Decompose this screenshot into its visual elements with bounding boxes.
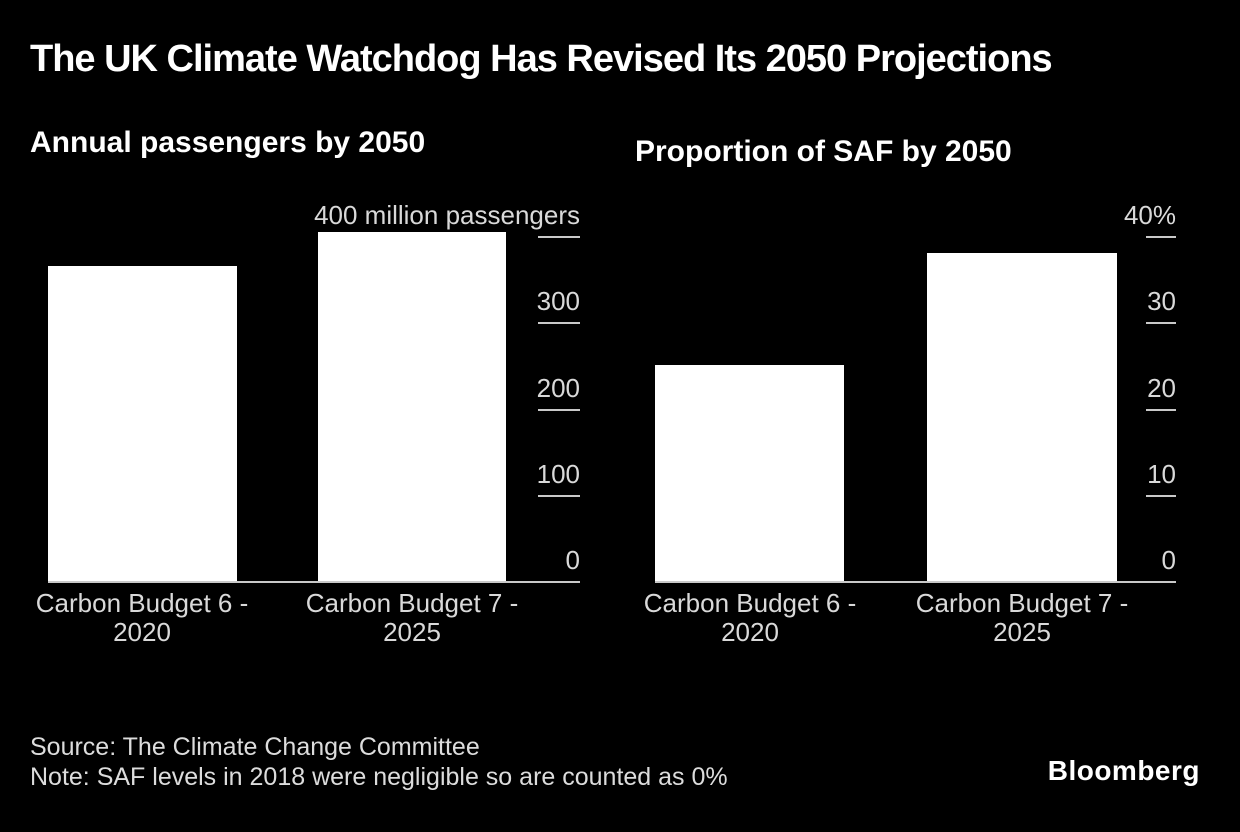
bar-2025	[927, 253, 1117, 581]
y-axis-tick	[1146, 322, 1176, 324]
x-axis-category-label: 2020	[721, 617, 779, 647]
y-axis-tick-label: 200	[536, 373, 580, 403]
y-axis-tick	[538, 409, 580, 411]
x-axis-category-label: 2025	[993, 617, 1051, 647]
y-axis-tick	[538, 236, 580, 238]
x-axis-category-label: 2020	[113, 617, 171, 647]
bloomberg-logo: Bloomberg	[1047, 755, 1200, 786]
y-axis-tick-label: 10	[1147, 459, 1176, 489]
y-axis-tick-label: 40%	[1123, 200, 1176, 230]
source-text: Source: The Climate Change Committee	[30, 733, 480, 761]
y-axis-tick	[1146, 495, 1176, 497]
y-axis-tick-label: 30	[1147, 286, 1176, 316]
y-axis-tick-label: 0	[565, 545, 580, 575]
x-axis-category-label: Carbon Budget 7 -	[915, 588, 1129, 618]
note-text: Note: SAF levels in 2018 were negligible…	[30, 763, 728, 791]
y-axis-tick	[538, 495, 580, 497]
bar-2025	[318, 232, 506, 581]
left-chart-subtitle: Annual passengers by 2050	[30, 126, 426, 159]
x-axis-line	[48, 581, 580, 583]
x-axis-category-label: 2025	[383, 617, 441, 647]
x-axis-category-label: Carbon Budget 6 -	[35, 588, 249, 618]
y-axis-tick-label: 400 million passengers	[314, 200, 580, 230]
y-axis-tick	[538, 322, 580, 324]
bar-2020	[655, 365, 844, 581]
y-axis-tick-label: 20	[1147, 373, 1176, 403]
y-axis-tick-label: 300	[536, 286, 580, 316]
y-axis-tick-label: 100	[536, 459, 580, 489]
y-axis-tick	[1146, 409, 1176, 411]
y-axis-tick	[1146, 236, 1176, 238]
y-axis-tick-label: 0	[1161, 545, 1176, 575]
bar-2020	[48, 266, 237, 581]
page-title: The UK Climate Watchdog Has Revised Its …	[30, 38, 1053, 80]
x-axis-category-label: Carbon Budget 7 -	[305, 588, 519, 618]
x-axis-line	[655, 581, 1176, 583]
right-chart-subtitle: Proportion of SAF by 2050	[635, 135, 1012, 168]
x-axis-category-label: Carbon Budget 6 -	[643, 588, 857, 618]
